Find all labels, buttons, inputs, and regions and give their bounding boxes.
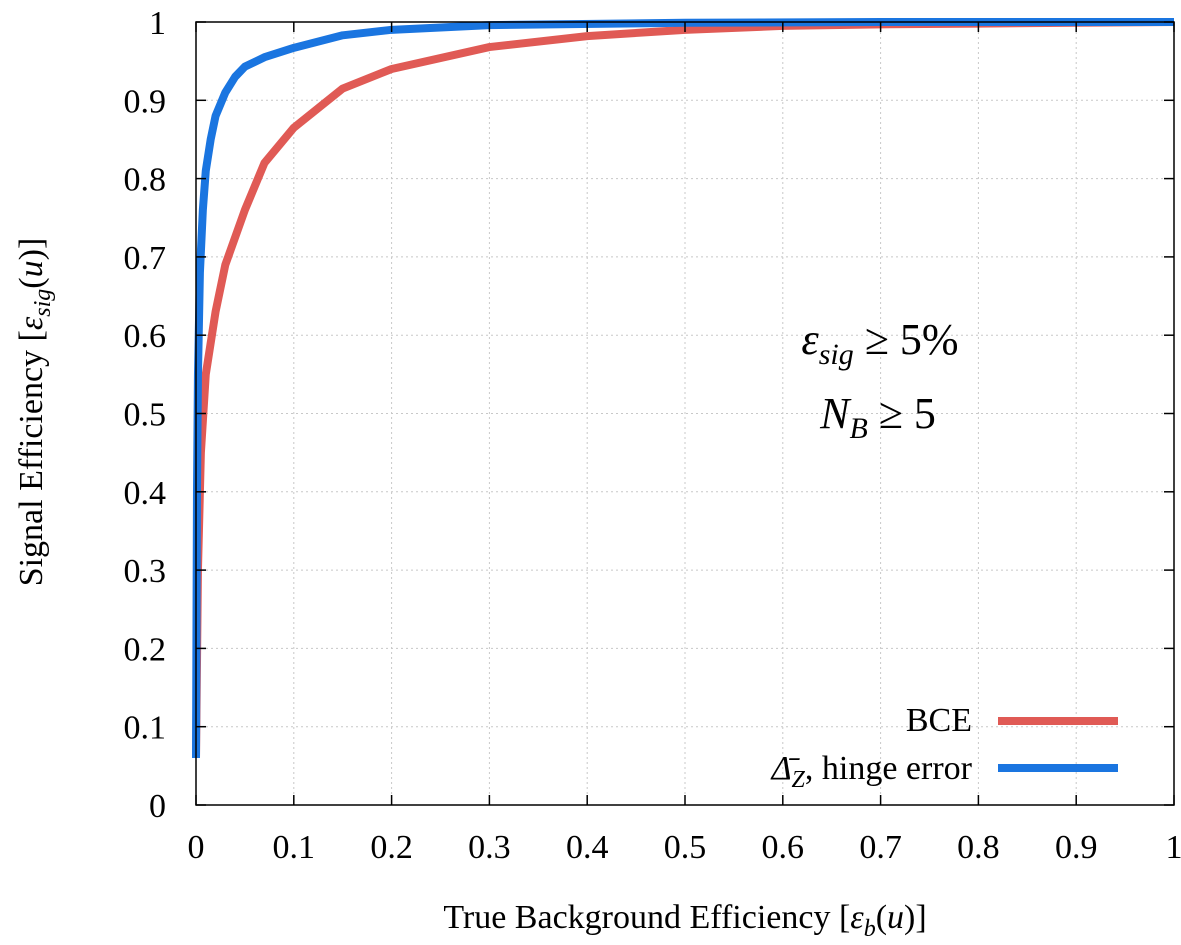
x-axis-label-suffix: )] — [904, 899, 927, 936]
y-axis-label-prefix: Signal Efficiency [ — [13, 330, 50, 586]
x-tick-label: 1 — [1166, 829, 1181, 866]
x-tick-label: 0.8 — [957, 829, 1000, 866]
x-tick-label: 0.9 — [1055, 829, 1098, 866]
y-tick-label: 0.4 — [124, 475, 167, 512]
x-axis-label-var: u — [887, 899, 904, 936]
y-axis-label-epsilon: ε — [13, 316, 50, 330]
ticks — [195, 21, 1175, 806]
x-axis-label: True Background Efficiency [εb(u)] — [443, 899, 926, 942]
y-tick-label: 0.2 — [124, 631, 167, 668]
x-tick-label: 0.6 — [762, 829, 805, 866]
annotation-n: N — [819, 389, 852, 438]
y-tick-label: 0.8 — [124, 162, 167, 199]
x-axis-label-subscript: b — [864, 916, 876, 942]
annotation-efficiency-cut: εsig ≥ 5% — [801, 315, 958, 371]
annotation-cut-value: ≥ 5% — [854, 315, 959, 364]
annotation-epsilon: ε — [801, 315, 819, 364]
y-tick-label: 0.1 — [124, 710, 167, 747]
x-tick-label: 0.7 — [859, 829, 902, 866]
y-axis-label-suffix: )] — [13, 238, 50, 261]
legend-label-delta-subscript: Z — [792, 767, 806, 793]
y-tick-label: 0.7 — [124, 240, 167, 277]
x-tick-label: 0 — [188, 829, 205, 866]
x-tick-label: 0.1 — [273, 829, 316, 866]
x-tick-labels: 0 0.1 0.2 0.3 0.4 0.5 0.6 0.7 0.8 0.9 1 — [188, 829, 1181, 866]
grid — [196, 22, 1174, 805]
legend-label-hinge-suffix: , hinge error — [805, 750, 973, 787]
y-tick-label: 0 — [149, 788, 166, 825]
y-axis-label-var: u — [13, 260, 50, 277]
y-axis-label: Signal Efficiency [εsig(u)] — [13, 238, 56, 587]
x-tick-label: 0.4 — [566, 829, 609, 866]
legend: BCE Δ̄Z, hinge error — [770, 702, 1118, 793]
x-tick-label: 0.3 — [468, 829, 511, 866]
annotation-background-cut: NB ≥ 5 — [819, 389, 936, 445]
x-axis-label-prefix: True Background Efficiency [ — [443, 899, 850, 936]
annotation-epsilon-subscript: sig — [819, 338, 854, 371]
y-tick-label: 0.9 — [124, 83, 167, 120]
y-tick-labels: 0 0.1 0.2 0.3 0.4 0.5 0.6 0.7 0.8 0.9 1 — [124, 5, 167, 825]
y-tick-label: 1 — [149, 5, 166, 42]
legend-label-bce: BCE — [906, 702, 972, 739]
x-tick-label: 0.2 — [370, 829, 413, 866]
x-axis-label-paren-open: ( — [876, 899, 887, 936]
annotation-n-subscript: B — [849, 412, 867, 445]
y-tick-label: 0.6 — [124, 318, 167, 355]
x-tick-label: 0.5 — [664, 829, 707, 866]
annotation-n-value: ≥ 5 — [868, 389, 936, 438]
y-axis-label-paren-open: ( — [13, 277, 50, 288]
x-axis-label-epsilon: ε — [850, 899, 864, 936]
y-axis-label-subscript: sig — [30, 289, 56, 317]
legend-label-hinge: Δ̄Z, hinge error — [770, 750, 973, 793]
y-tick-label: 0.3 — [124, 553, 167, 590]
y-tick-label: 0.5 — [124, 397, 167, 434]
